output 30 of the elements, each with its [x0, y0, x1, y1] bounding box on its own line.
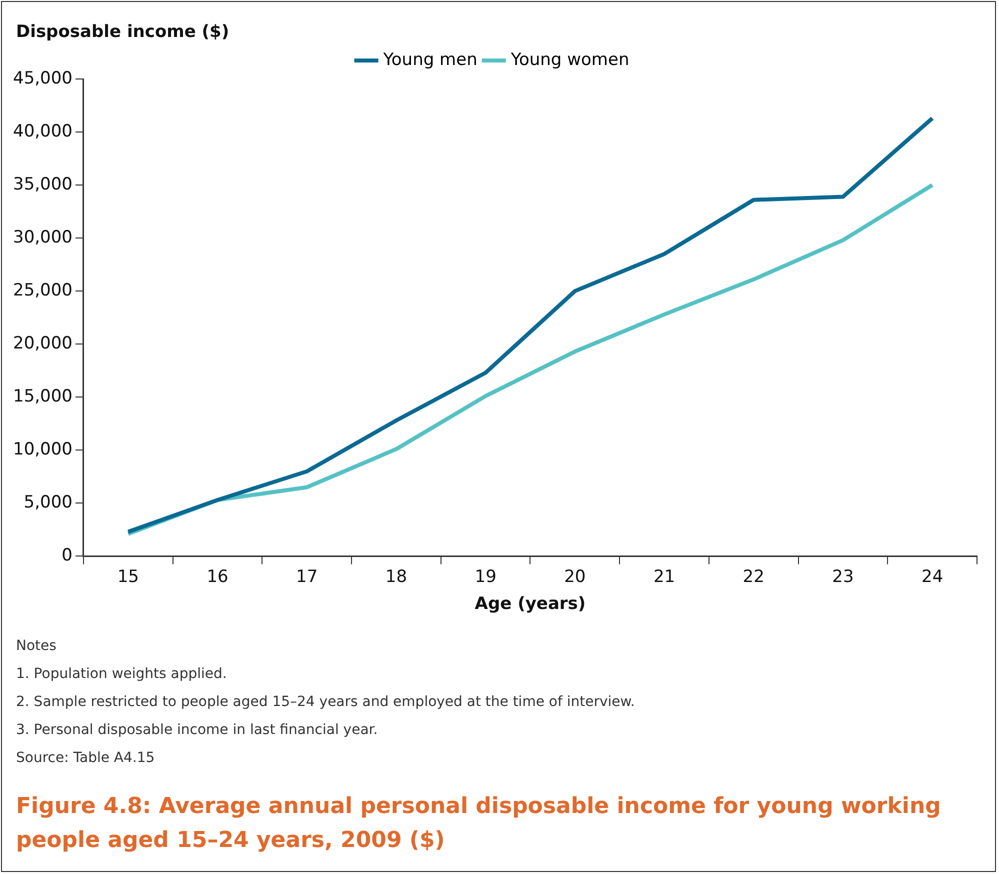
x-tick-label: 21: [653, 566, 676, 587]
y-tick-label: 30,000: [13, 227, 72, 248]
source-note: Source: Table A4.15: [16, 749, 156, 768]
y-tick-label: 25,000: [13, 280, 72, 301]
x-tick-label: 24: [922, 566, 944, 587]
text: Notes: [16, 637, 58, 656]
text: 2. Sample restricted to people aged 15–24 years and employed at the time of interview.: [16, 693, 635, 712]
x-axis-title: Age (years): [474, 594, 586, 614]
x-tick-label: 18: [385, 566, 408, 587]
y-tick-label: 35,000: [13, 174, 72, 194]
y-tick-label: 5,000: [24, 492, 72, 513]
text: 3. Personal disposable income in last financial year.: [16, 721, 379, 740]
x-tick-label: 19: [474, 566, 496, 587]
y-tick-label: 0: [62, 546, 72, 566]
x-tick-label: 17: [296, 566, 318, 587]
x-tick-label: 15: [117, 566, 139, 587]
x-tick-label: 16: [206, 566, 228, 587]
y-tick-label: 20,000: [13, 334, 72, 354]
legend-label: Young men: [382, 50, 478, 70]
x-tick-label: 23: [832, 566, 854, 587]
y-tick-label: 15,000: [13, 386, 72, 407]
legend-label: Young women: [510, 50, 630, 70]
text: 1. Population weights applied.: [16, 665, 228, 684]
text: Figure 4.8: Average annual personal disposable income for young working people aged 15–24 years, 2009 ($): [16, 793, 942, 855]
y-tick-label: 10,000: [13, 440, 72, 460]
y-tick-label: 45,000: [13, 68, 72, 88]
x-tick-label: 22: [742, 566, 764, 587]
y-tick-label: 40,000: [13, 121, 72, 142]
y-axis-title: Disposable income ($): [16, 22, 230, 42]
x-tick-label: 20: [564, 566, 586, 587]
